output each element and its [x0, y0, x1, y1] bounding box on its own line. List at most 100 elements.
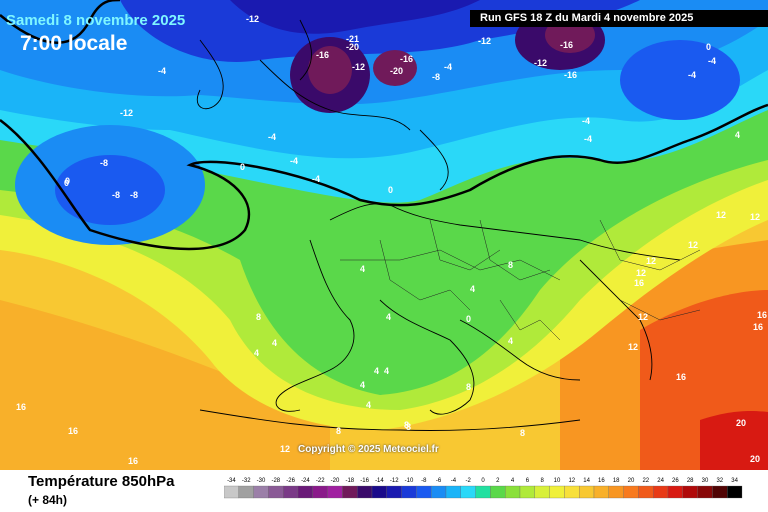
legend-tick-label: -2: [466, 478, 472, 484]
isotherm-value-label: 8: [508, 260, 513, 270]
legend-bar: Température 850hPa (+ 84h) -34 -32 -30 -28-…: [0, 470, 768, 512]
temperature-map: -12 -16 -20 -21 -12 -16 -20 -8 -4 -12 -16 -12 -16 -4 0…: [0, 0, 768, 470]
west-low-inner: [55, 155, 165, 225]
legend-tick-label: -24: [301, 478, 310, 484]
field-navy-n: [230, 0, 480, 34]
legend-swatch: [268, 485, 284, 499]
legend-tick-label: 0: [481, 478, 485, 484]
legend-swatch: [564, 485, 580, 499]
isotherm-value-label: 16: [753, 322, 763, 332]
legend-swatch: [549, 485, 565, 499]
legend-swatch: [357, 485, 373, 499]
variable-title: Température 850hPa: [28, 473, 175, 490]
legend-swatch: [327, 485, 343, 499]
legend-swatch: [431, 485, 447, 499]
legend-tick-label: -26: [286, 478, 295, 484]
isotherm-value-label: 4: [384, 366, 389, 376]
isotherm-value-label: -21: [346, 34, 359, 44]
isotherm-value-label: 4: [386, 312, 391, 322]
isotherm-value-label: -4: [268, 132, 276, 142]
isotherm-value-label: 20: [750, 454, 760, 464]
legend-swatch: [579, 485, 595, 499]
zero-isotherm: [0, 103, 768, 251]
isotherm-value-label: 12: [628, 342, 638, 352]
isotherm-value-label: -4: [688, 70, 696, 80]
legend-swatch: [638, 485, 654, 499]
color-scale: -34 -32 -30 -28 -26 -24 -22 -20 -18 -16 -14 -12 -10-…: [224, 478, 743, 499]
isotherm-value-label: 8: [406, 422, 411, 432]
map-value-labels: -12-16-20-21-12-16-20-8-4-12 -16-12-16 -40…: [16, 14, 767, 466]
legend-tick-label: 6: [526, 478, 530, 484]
isotherm-value-label: 12: [716, 210, 726, 220]
isotherm-value-label: 16: [128, 456, 138, 466]
isotherm-value-label: 8: [466, 382, 471, 392]
legend-tick-label: 8: [541, 478, 545, 484]
legend-tick-label: 32: [716, 478, 723, 484]
isotherm-value-label: -12: [534, 58, 547, 68]
legend-tick-label: -4: [451, 478, 457, 484]
isotherm-nw: [0, 0, 121, 44]
isotherm-value-label: -4: [290, 156, 298, 166]
legend-tick-label: -14: [375, 478, 384, 484]
isotherm-value-label: 8: [404, 420, 409, 430]
isotherm-value-label: -16: [400, 54, 413, 64]
isotherm-value-label: -4: [158, 66, 166, 76]
isotherm-value-label: 12: [646, 256, 656, 266]
isotherm-value-label: -4: [444, 62, 452, 72]
legend-swatch: [475, 485, 491, 499]
legend-tick-label: 22: [642, 478, 649, 484]
legend-tick-label: 16: [598, 478, 605, 484]
legend-tick-label: 20: [628, 478, 635, 484]
isotherm-value-label: 8: [256, 312, 261, 322]
legend-tick-label: -12: [390, 478, 399, 484]
legend-swatch: [416, 485, 432, 499]
legend-tick-label: -20: [331, 478, 340, 484]
legend-swatch: [371, 485, 387, 499]
isotherm-value-label: 12: [638, 312, 648, 322]
isotherm-value-label: 16: [16, 402, 26, 412]
legend-tick-label: -16: [360, 478, 369, 484]
isotherm-value-label: -4: [312, 174, 320, 184]
legend-tick-label: 2: [496, 478, 500, 484]
cold-core-2: [373, 50, 417, 86]
isotherm-value-label: 4: [360, 380, 365, 390]
legend-tick-label: 30: [702, 478, 709, 484]
isotherm-value-label: 0: [240, 162, 245, 172]
isotherm-value-label: 0: [65, 176, 70, 186]
isotherm-value-label: 4: [508, 336, 513, 346]
legend-tick-label: 12: [568, 478, 575, 484]
isotherm-value-label: -4: [584, 134, 592, 144]
run-info: Run GFS 18 Z du Mardi 4 novembre 2025: [470, 10, 768, 27]
isotherm-value-label: -8: [432, 72, 440, 82]
coastlines: [197, 19, 681, 431]
map-canvas: -12-16-20-21-12-16-20-8-4-12 -16-12-16 -40…: [0, 0, 768, 470]
legend-swatch: [342, 485, 358, 499]
isotherm-value-label: 4: [360, 264, 365, 274]
legend-swatch: [593, 485, 609, 499]
isotherm-value-label: 16: [68, 426, 78, 436]
legend-swatch: [401, 485, 417, 499]
legend-tick-label: -18: [345, 478, 354, 484]
isotherm-value-label: 4: [470, 284, 475, 294]
isotherm-value-label: 4: [254, 348, 259, 358]
legend-tick-label: -22: [316, 478, 325, 484]
country-borders: [340, 219, 701, 341]
isotherm-value-label: -20: [390, 66, 403, 76]
isotherm-value-label: -16: [316, 50, 329, 60]
legend-tick-label: 4: [511, 478, 515, 484]
copyright-notice: Copyright © 2025 Meteociel.fr: [298, 444, 439, 455]
legend-swatch: [505, 485, 521, 499]
isotherm-value-label: -4: [582, 116, 590, 126]
legend-tick-label: -30: [257, 478, 266, 484]
legend-tick-label: -34: [227, 478, 236, 484]
isotherm-value-label: -8: [100, 158, 108, 168]
field-orange-sw: [0, 300, 330, 470]
isotherm-value-label: -16: [560, 40, 573, 50]
isotherm-value-label: 4: [374, 366, 379, 376]
legend-swatch: [534, 485, 550, 499]
cold-east: [620, 40, 740, 120]
legend-swatch: [297, 485, 313, 499]
legend-swatch: [253, 485, 269, 499]
forecast-hour: (+ 84h): [28, 493, 68, 507]
legend-tick-label: 26: [672, 478, 679, 484]
